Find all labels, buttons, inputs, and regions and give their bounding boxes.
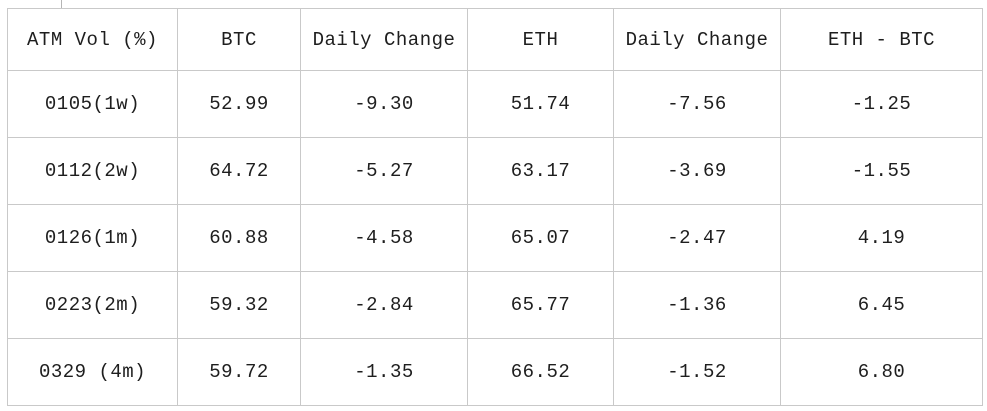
table-cell: 63.17: [467, 137, 614, 205]
row-label: 0223(2m): [7, 271, 178, 339]
column-header-daily-change-eth: Daily Change: [613, 8, 781, 71]
column-header-eth: ETH: [467, 8, 614, 71]
table-cell: -3.69: [613, 137, 781, 205]
table-cell: -4.58: [300, 204, 468, 272]
table-cell: 65.77: [467, 271, 614, 339]
row-label: 0126(1m): [7, 204, 178, 272]
column-header-btc: BTC: [177, 8, 301, 71]
table-cell: -1.55: [780, 137, 983, 205]
table-cell: 65.07: [467, 204, 614, 272]
table-cell: 64.72: [177, 137, 301, 205]
table-row: 0105(1w) 52.99 -9.30 51.74 -7.56 -1.25: [7, 70, 983, 138]
table-cell: -2.47: [613, 204, 781, 272]
table-cell: 66.52: [467, 338, 614, 406]
table-cell: 59.72: [177, 338, 301, 406]
table-row: 0112(2w) 64.72 -5.27 63.17 -3.69 -1.55: [7, 137, 983, 205]
table-cell: 4.19: [780, 204, 983, 272]
column-header-atm-vol: ATM Vol (%): [7, 8, 178, 71]
row-label: 0329 (4m): [7, 338, 178, 406]
column-header-daily-change-btc: Daily Change: [300, 8, 468, 71]
atm-vol-table: ATM Vol (%) BTC Daily Change ETH Daily C…: [7, 8, 983, 406]
table-cell: -1.35: [300, 338, 468, 406]
table-cell: -1.36: [613, 271, 781, 339]
column-header-eth-minus-btc: ETH - BTC: [780, 8, 983, 71]
table-cell: -7.56: [613, 70, 781, 138]
table-cell: 52.99: [177, 70, 301, 138]
table-row: 0223(2m) 59.32 -2.84 65.77 -1.36 6.45: [7, 271, 983, 339]
row-label: 0112(2w): [7, 137, 178, 205]
table-cell: 51.74: [467, 70, 614, 138]
table-cell: 59.32: [177, 271, 301, 339]
header-row: ATM Vol (%) BTC Daily Change ETH Daily C…: [7, 8, 983, 71]
table-cell: 6.80: [780, 338, 983, 406]
table-cell: -2.84: [300, 271, 468, 339]
table-cell: -1.52: [613, 338, 781, 406]
table-cell: -5.27: [300, 137, 468, 205]
table-cell: -1.25: [780, 70, 983, 138]
table-cell: -9.30: [300, 70, 468, 138]
table-cell: 60.88: [177, 204, 301, 272]
top-edge-artifact-line: [61, 0, 62, 8]
table-cell: 6.45: [780, 271, 983, 339]
row-label: 0105(1w): [7, 70, 178, 138]
table-row: 0329 (4m) 59.72 -1.35 66.52 -1.52 6.80: [7, 338, 983, 406]
table-row: 0126(1m) 60.88 -4.58 65.07 -2.47 4.19: [7, 204, 983, 272]
